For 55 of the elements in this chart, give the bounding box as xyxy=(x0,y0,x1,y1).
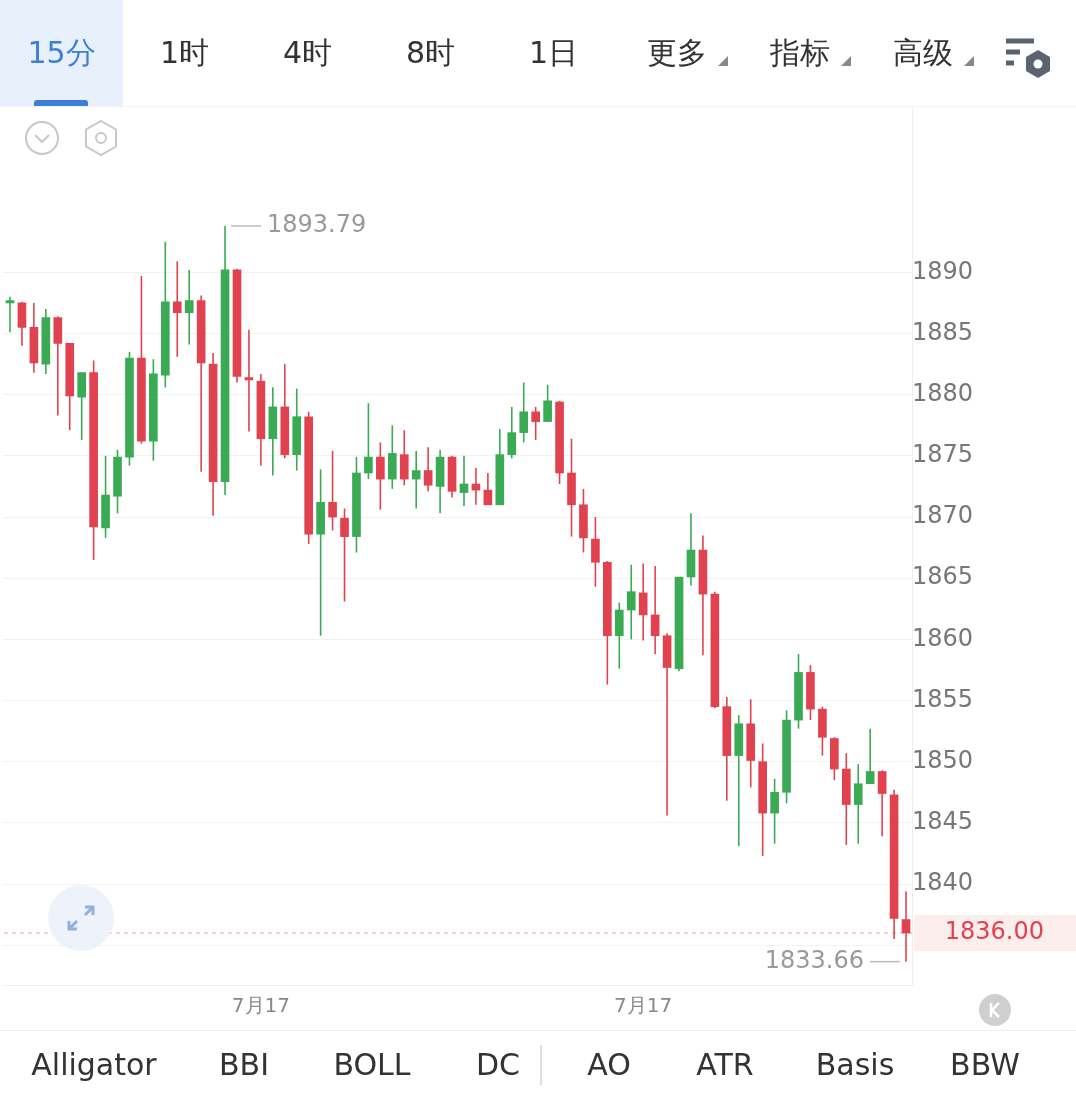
candlestick xyxy=(364,402,373,480)
candlestick xyxy=(507,406,517,460)
ref-line-label: 1836.00 xyxy=(944,917,1044,946)
text: BBW xyxy=(950,1047,1020,1082)
y-tick-label: 1840 xyxy=(912,868,974,897)
y-tick-label: 1875 xyxy=(912,440,974,469)
candlestick xyxy=(411,450,421,510)
text: BBI xyxy=(218,1047,270,1082)
candlestick xyxy=(877,769,887,838)
text: 1时 xyxy=(159,33,210,72)
annotation: 1893.79 xyxy=(267,210,367,239)
text: 指标 xyxy=(769,33,830,72)
text: Basis xyxy=(815,1047,895,1082)
x-tick-label: 7月17 xyxy=(614,993,673,1018)
candlestick xyxy=(531,406,540,441)
candlestick xyxy=(543,384,552,423)
candlestick xyxy=(172,260,182,358)
candlestick xyxy=(865,727,875,785)
y-tick-label: 1885 xyxy=(912,317,974,346)
candlestick xyxy=(483,472,493,506)
x-tick-label: 7月17 xyxy=(231,993,290,1018)
candlestick xyxy=(376,441,385,511)
text: 4时 xyxy=(282,33,333,72)
y-tick-label: 1855 xyxy=(912,684,974,713)
y-tick-label: 1860 xyxy=(912,623,974,652)
candlestick xyxy=(459,455,469,507)
annotation: 1833.66 xyxy=(764,945,865,974)
text: BOLL xyxy=(333,1047,411,1082)
y-tick-label: 1850 xyxy=(912,745,974,774)
candlestick xyxy=(770,778,779,845)
candlestick xyxy=(853,763,863,845)
candlestick xyxy=(650,565,660,655)
text: AO xyxy=(587,1047,631,1082)
y-tick-label: 1890 xyxy=(912,256,974,285)
y-tick-label: 1870 xyxy=(912,501,974,530)
text: 8时 xyxy=(405,33,456,72)
candlestick xyxy=(626,563,636,641)
text: 更多 xyxy=(646,33,707,72)
text: 15分 xyxy=(27,33,96,72)
text: DC xyxy=(475,1047,521,1082)
candlestick xyxy=(184,269,194,346)
candlestick xyxy=(901,890,911,963)
text: ATR xyxy=(696,1047,754,1082)
text: Alligator xyxy=(31,1047,157,1082)
text: 1日 xyxy=(528,33,579,72)
y-tick-label: 1845 xyxy=(912,807,974,836)
candlestick xyxy=(340,507,349,603)
candlestick xyxy=(328,450,337,532)
candlestick xyxy=(591,516,600,588)
text: 高级 xyxy=(892,33,953,72)
y-tick-label: 1880 xyxy=(912,378,974,407)
y-tick-label: 1865 xyxy=(912,562,974,591)
candlestick xyxy=(638,562,648,642)
candlestick xyxy=(423,446,433,493)
candlestick xyxy=(519,381,529,444)
